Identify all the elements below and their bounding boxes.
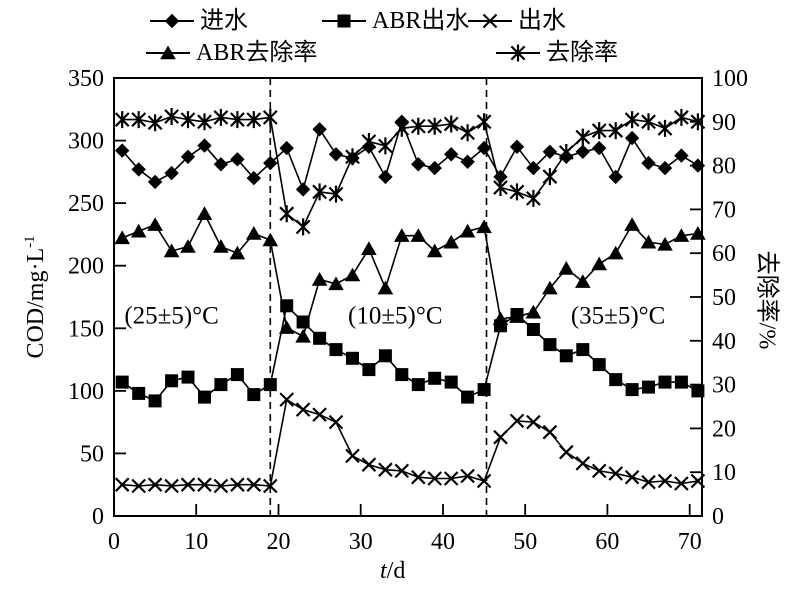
x-axis-ticks bbox=[113, 504, 691, 516]
svg-text:0: 0 bbox=[92, 504, 104, 530]
svg-text:60: 60 bbox=[595, 529, 619, 555]
legend-marker-removal-rate bbox=[496, 44, 540, 62]
svg-text:300: 300 bbox=[68, 129, 104, 155]
right-axis-tick-labels: 0 10 20 30 40 50 60 70 80 90 100 bbox=[712, 66, 748, 530]
svg-text:80: 80 bbox=[712, 154, 736, 180]
svg-text:100: 100 bbox=[712, 66, 748, 92]
svg-text:40: 40 bbox=[712, 329, 736, 355]
legend-label-effluent: 出水 bbox=[518, 8, 566, 34]
series-removal-rate-line bbox=[122, 115, 699, 229]
right-axis-ticks bbox=[690, 77, 702, 517]
svg-text:150: 150 bbox=[68, 316, 104, 342]
svg-text:0: 0 bbox=[712, 504, 724, 530]
legend-label-removal-rate: 去除率 bbox=[546, 40, 618, 66]
legend-item-influent: 进水 bbox=[150, 9, 248, 33]
legend-item-abr-removal-rate: ABR去除率 bbox=[146, 41, 317, 65]
svg-text:100: 100 bbox=[68, 379, 104, 405]
series-effluent bbox=[114, 392, 706, 494]
y-axis-title-left-text: COD/mg·L bbox=[23, 247, 49, 359]
legend-item-effluent: 出水 bbox=[468, 9, 566, 33]
y-axis-title-left-sup: -1 bbox=[22, 235, 38, 248]
svg-text:0: 0 bbox=[108, 529, 120, 555]
series-influent bbox=[115, 114, 706, 197]
left-axis-ticks bbox=[114, 77, 126, 517]
svg-text:30: 30 bbox=[712, 373, 736, 399]
svg-text:200: 200 bbox=[68, 254, 104, 280]
svg-text:90: 90 bbox=[712, 110, 736, 136]
phase-label-1: (25±5)°C bbox=[124, 303, 219, 330]
svg-text:20: 20 bbox=[267, 529, 291, 555]
legend-marker-abr-removal-rate bbox=[146, 45, 190, 60]
legend-label-abr-removal-rate: ABR去除率 bbox=[196, 40, 318, 66]
svg-text:70: 70 bbox=[712, 197, 736, 223]
phase-label-3: (35±5)°C bbox=[571, 303, 666, 330]
x-axis-title-rest: /d bbox=[386, 558, 406, 584]
legend-item-removal-rate: 去除率 bbox=[496, 41, 618, 65]
svg-text:350: 350 bbox=[68, 66, 104, 92]
x-axis-tick-labels: 0 10 20 30 40 50 60 70 bbox=[108, 529, 702, 555]
svg-text:10: 10 bbox=[184, 529, 208, 555]
legend-marker-abr-effluent bbox=[322, 14, 366, 28]
svg-text:70: 70 bbox=[678, 529, 702, 555]
y-axis-title-left: COD/mg·L-1 bbox=[22, 235, 50, 358]
left-axis-tick-labels: 0 50 100 150 200 250 300 350 bbox=[68, 66, 104, 530]
svg-text:60: 60 bbox=[712, 241, 736, 267]
legend-label-influent: 进水 bbox=[200, 8, 248, 34]
y-axis-title-right: 去除率/% bbox=[753, 250, 780, 350]
svg-text:40: 40 bbox=[431, 529, 455, 555]
svg-text:30: 30 bbox=[349, 529, 373, 555]
series-abr-effluent bbox=[115, 299, 705, 408]
legend-label-abr-effluent: ABR出水 bbox=[372, 8, 470, 34]
legend-marker-effluent bbox=[468, 13, 512, 29]
svg-text:10: 10 bbox=[712, 460, 736, 486]
svg-text:20: 20 bbox=[712, 416, 736, 442]
svg-text:50: 50 bbox=[80, 441, 104, 467]
legend-item-abr-effluent: ABR出水 bbox=[322, 9, 469, 33]
svg-text:50: 50 bbox=[513, 529, 537, 555]
svg-text:250: 250 bbox=[68, 191, 104, 217]
series-removal-rate bbox=[114, 108, 706, 236]
x-axis-title-italic: t bbox=[380, 558, 387, 584]
svg-text:50: 50 bbox=[712, 285, 736, 311]
series-effluent-line bbox=[122, 398, 699, 487]
series-abr-removal-rate bbox=[114, 206, 706, 343]
phase-label-2: (10±5)°C bbox=[348, 303, 443, 330]
x-axis-title: t/d bbox=[380, 558, 405, 585]
legend-marker-influent bbox=[150, 13, 194, 29]
